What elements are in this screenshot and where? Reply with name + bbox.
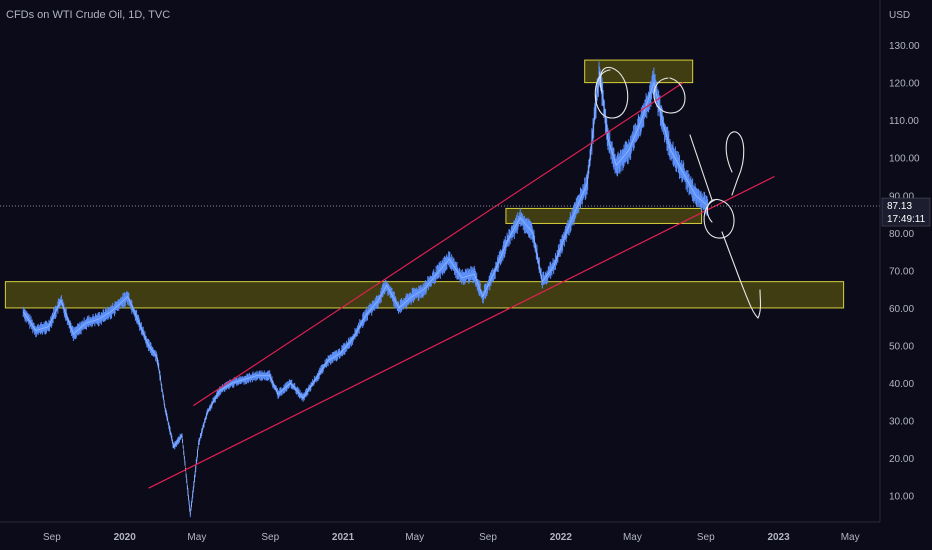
y-tick-label: 100.00 xyxy=(889,154,920,165)
zones-layer xyxy=(4,59,845,309)
y-tick-label: 50.00 xyxy=(889,341,914,352)
x-tick-label: Sep xyxy=(43,532,61,543)
x-tick-label: Sep xyxy=(697,532,715,543)
y-tick-label: 10.00 xyxy=(889,492,914,503)
y-tick-label: 20.00 xyxy=(889,454,914,465)
hand-drawings-layer xyxy=(594,66,762,319)
projection-q-mark xyxy=(725,131,745,196)
x-tick-label: May xyxy=(841,532,860,543)
y-tick-label: 40.00 xyxy=(889,379,914,390)
y-tick-label: 30.00 xyxy=(889,417,914,428)
x-tick-label: Sep xyxy=(479,532,497,543)
y-tick-label: 90.00 xyxy=(889,191,914,202)
price-line xyxy=(23,71,709,515)
zone-mid-support xyxy=(505,207,703,224)
current-price-box xyxy=(881,197,931,227)
bar-countdown: 17:49:11 xyxy=(887,214,926,225)
y-axis-unit: USD xyxy=(889,10,910,21)
y-axis[interactable]: 10.00 20.00 30.00 40.00 50.00 60.00 70.00 80.00… xyxy=(889,41,920,503)
chart-title: CFDs on WTI Crude Oil, 1D, TVC xyxy=(6,9,171,21)
y-tick-label: 110.00 xyxy=(889,116,919,127)
x-tick-label: 2021 xyxy=(332,532,355,543)
circle-support-touch xyxy=(703,198,735,239)
x-tick-label: 2022 xyxy=(550,532,573,543)
current-price-label: 87.13 17:49:11 xyxy=(881,197,931,227)
y-tick-label: 80.00 xyxy=(889,229,914,240)
x-axis[interactable]: Sep 2020 May Sep 2021 May Sep 2022 May Sep 2023 May xyxy=(43,532,860,543)
x-tick-label: May xyxy=(405,532,424,543)
channel-lines-layer xyxy=(148,82,775,489)
circle-second-top xyxy=(653,77,686,114)
channel-upper xyxy=(192,82,684,407)
channel-lower xyxy=(148,175,775,489)
circle-first-top xyxy=(594,66,629,119)
x-tick-label: May xyxy=(623,532,642,543)
projection-arrow xyxy=(689,134,762,319)
y-tick-label: 70.00 xyxy=(889,266,914,277)
y-tick-label: 60.00 xyxy=(889,304,914,315)
x-tick-label: 2023 xyxy=(767,532,790,543)
y-tick-label: 120.00 xyxy=(889,79,920,90)
x-tick-label: May xyxy=(187,532,206,543)
x-tick-label: 2020 xyxy=(114,532,137,543)
price-series-layer xyxy=(22,61,709,518)
current-price-value: 87.13 xyxy=(887,201,912,212)
zone-top-resistance xyxy=(584,59,694,84)
y-tick-label: 130.00 xyxy=(889,41,920,52)
x-tick-label: Sep xyxy=(261,532,279,543)
